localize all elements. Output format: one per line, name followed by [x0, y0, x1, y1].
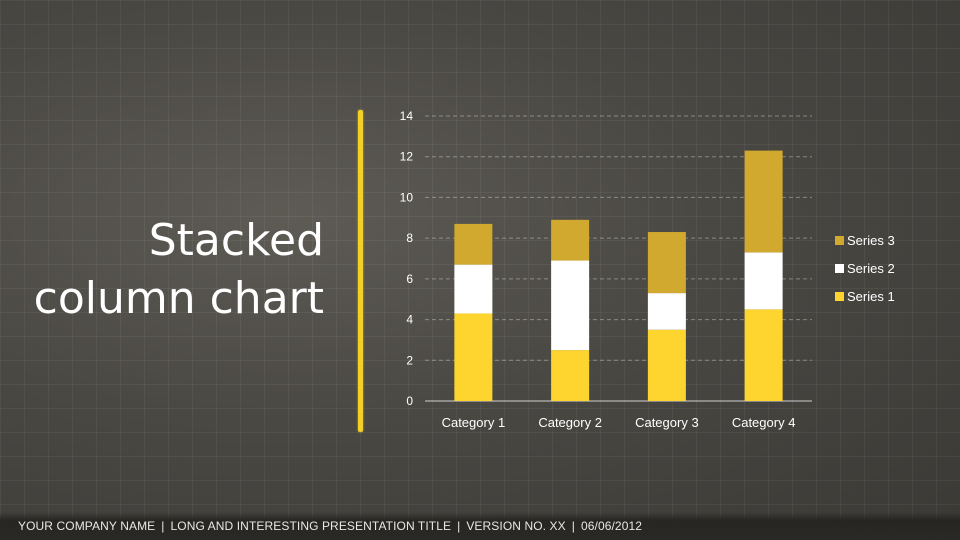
bar-series-2: [744, 252, 783, 310]
legend-swatch: [835, 236, 844, 245]
legend-label: Series 3: [847, 233, 895, 248]
slide-title: Stacked column chart: [34, 212, 324, 328]
legend-label: Series 2: [847, 261, 895, 276]
y-tick-label: 0: [406, 394, 413, 408]
legend-label: Series 1: [847, 289, 895, 304]
y-tick-label: 6: [406, 272, 413, 286]
y-tick-label: 2: [406, 353, 413, 367]
bar-series-3: [551, 219, 590, 261]
slide-title-line-1: Stacked: [148, 215, 324, 266]
x-tick-label: Category 2: [538, 415, 602, 430]
footer-separator: |: [161, 519, 165, 533]
bar-series-1: [551, 350, 590, 401]
bar-series-1: [454, 313, 493, 401]
y-tick-label: 8: [406, 231, 413, 245]
bar-series-3: [454, 223, 493, 265]
footer-bar: [0, 512, 960, 540]
legend-swatch: [835, 264, 844, 273]
footer-version: VERSION NO. XX: [466, 519, 566, 533]
accent-divider: [358, 110, 363, 432]
bar-series-1: [744, 309, 783, 401]
footer-text: YOUR COMPANY NAME | LONG AND INTERESTING P…: [18, 519, 642, 533]
bar-series-2: [454, 264, 493, 314]
footer-separator: |: [457, 519, 461, 533]
footer-date: 06/06/2012: [580, 519, 643, 533]
y-tick-label: 10: [400, 190, 414, 204]
bar-series-2: [647, 293, 686, 330]
slide-title-line-2: column chart: [33, 273, 324, 324]
legend-swatch: [835, 292, 844, 301]
bar-series-2: [551, 260, 590, 351]
footer-separator: |: [571, 519, 575, 533]
footer-company: YOUR COMPANY NAME: [18, 519, 156, 533]
y-tick-label: 14: [400, 109, 414, 123]
footer-presentation-title: LONG AND INTERESTING PRESENTATION TITLE: [170, 519, 452, 533]
bar-series-3: [647, 232, 686, 294]
bar-series-1: [647, 329, 686, 401]
x-tick-label: Category 3: [635, 415, 699, 430]
bar-series-3: [744, 150, 783, 253]
x-tick-label: Category 1: [442, 415, 506, 430]
y-tick-label: 4: [406, 313, 413, 327]
y-tick-label: 12: [400, 150, 414, 164]
x-tick-label: Category 4: [732, 415, 796, 430]
